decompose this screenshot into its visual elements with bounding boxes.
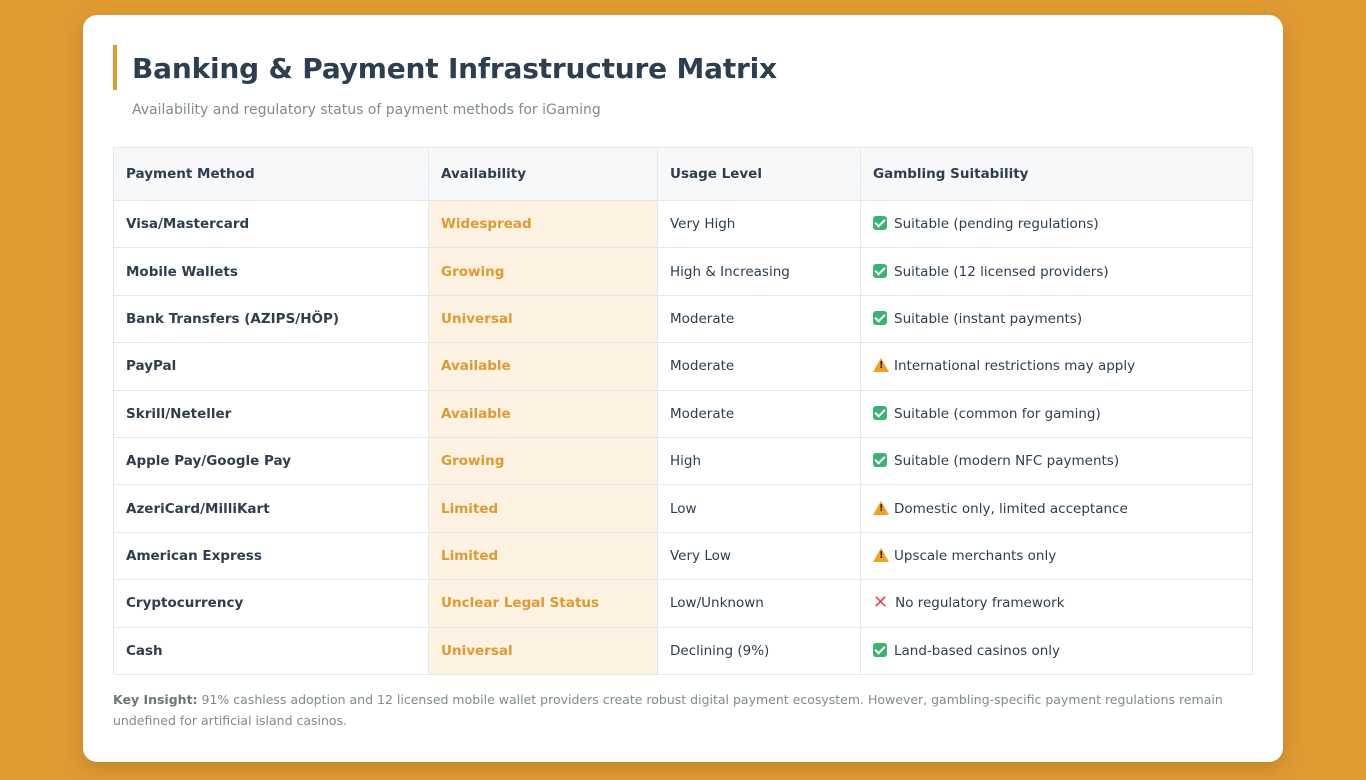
- suitability-text: Suitable (pending regulations): [894, 216, 1099, 233]
- cell-availability: Available: [428, 342, 658, 391]
- cell-availability: Growing: [428, 436, 658, 486]
- cell-payment-method: Apple Pay/Google Pay: [113, 436, 429, 486]
- cell-gambling-suitability: International restrictions may apply: [860, 342, 1253, 391]
- key-insight-text: 91% cashless adoption and 12 licensed mo…: [113, 692, 1223, 728]
- check-icon: [873, 263, 887, 278]
- cell-usage-level: Moderate: [657, 294, 861, 344]
- cell-payment-method: Cryptocurrency: [113, 579, 429, 628]
- cell-payment-method: PayPal: [113, 342, 429, 391]
- cell-availability: Growing: [428, 247, 658, 296]
- table-row: Visa/Mastercard Widespread Very High Suitab…: [113, 199, 1253, 249]
- cell-payment-method: AzeriCard/MilliKart: [113, 484, 429, 533]
- suitability-text: Suitable (instant payments): [894, 310, 1083, 327]
- suitability-text: International restrictions may apply: [894, 358, 1136, 375]
- cell-gambling-suitability: Suitable (common for gaming): [860, 389, 1253, 438]
- cross-icon: ✕: [873, 592, 889, 614]
- cell-availability: Universal: [428, 294, 658, 344]
- payment-matrix-table: Payment Method Availability Usage Level …: [113, 147, 1253, 675]
- table-body: Visa/Mastercard Widespread Very High Suitab…: [113, 199, 1253, 675]
- table-row: Apple Pay/Google Pay Growing High Suitable …: [113, 436, 1253, 486]
- suitability-text: No regulatory framework: [895, 595, 1065, 612]
- page-subtitle: Availability and regulatory status of pa…: [132, 102, 601, 118]
- cell-usage-level: Very High: [657, 199, 861, 249]
- warning-icon: [873, 500, 889, 515]
- warning-icon: [873, 358, 889, 373]
- cell-gambling-suitability: Upscale merchants only: [860, 531, 1253, 581]
- cell-availability: Widespread: [428, 199, 658, 249]
- cell-usage-level: Declining (9%): [657, 626, 861, 675]
- cell-availability: Available: [428, 389, 658, 438]
- table-row: Cryptocurrency Unclear Legal Status Low/Un…: [113, 579, 1253, 628]
- suitability-text: Domestic only, limited acceptance: [894, 500, 1128, 517]
- title-block: Banking & Payment Infrastructure Matrix: [113, 45, 777, 90]
- cell-payment-method: Bank Transfers (AZIPS/HÖP): [113, 294, 429, 344]
- cell-payment-method: Skrill/Neteller: [113, 389, 429, 438]
- suitability-text: Upscale merchants only: [894, 547, 1057, 564]
- check-icon: [873, 310, 887, 325]
- table-header-row: Payment Method Availability Usage Level …: [113, 147, 1253, 201]
- cell-usage-level: Moderate: [657, 342, 861, 391]
- header-availability: Availability: [428, 147, 658, 201]
- table-row: Bank Transfers (AZIPS/HÖP) Universal Moder…: [113, 294, 1253, 344]
- cell-usage-level: Low/Unknown: [657, 579, 861, 628]
- header-gambling-suitability: Gambling Suitability: [860, 147, 1253, 201]
- suitability-text: Suitable (common for gaming): [894, 405, 1101, 422]
- check-icon: [873, 216, 887, 231]
- cell-gambling-suitability: Land-based casinos only: [860, 626, 1253, 675]
- page-title: Banking & Payment Infrastructure Matrix: [132, 52, 777, 85]
- table-row: Skrill/Neteller Available Moderate Suitable…: [113, 389, 1253, 438]
- check-icon: [873, 453, 887, 468]
- cell-availability: Universal: [428, 626, 658, 675]
- suitability-text: Suitable (modern NFC payments): [894, 453, 1120, 470]
- cell-gambling-suitability: Suitable (pending regulations): [860, 199, 1253, 249]
- cell-usage-level: Moderate: [657, 389, 861, 438]
- header-payment-method: Payment Method: [113, 147, 429, 201]
- cell-gambling-suitability: Suitable (instant payments): [860, 294, 1253, 344]
- cell-availability: Limited: [428, 531, 658, 581]
- header-usage-level: Usage Level: [657, 147, 861, 201]
- matrix-card: Banking & Payment Infrastructure Matrix …: [83, 15, 1283, 762]
- suitability-text: Suitable (12 licensed providers): [894, 263, 1109, 280]
- cell-availability: Unclear Legal Status: [428, 579, 658, 628]
- cell-gambling-suitability: Suitable (modern NFC payments): [860, 436, 1253, 486]
- check-icon: [873, 405, 887, 420]
- table-row: Mobile Wallets Growing High & Increasing Su…: [113, 247, 1253, 296]
- check-icon: [873, 642, 887, 657]
- warning-icon: [873, 547, 889, 562]
- cell-payment-method: Cash: [113, 626, 429, 675]
- cell-gambling-suitability: Domestic only, limited acceptance: [860, 484, 1253, 533]
- cell-usage-level: High & Increasing: [657, 247, 861, 296]
- cell-gambling-suitability: ✕ No regulatory framework: [860, 579, 1253, 628]
- cell-usage-level: Very Low: [657, 531, 861, 581]
- key-insight-label: Key Insight:: [113, 692, 198, 707]
- cell-gambling-suitability: Suitable (12 licensed providers): [860, 247, 1253, 296]
- cell-availability: Limited: [428, 484, 658, 533]
- cell-usage-level: Low: [657, 484, 861, 533]
- cell-payment-method: Mobile Wallets: [113, 247, 429, 296]
- cell-payment-method: American Express: [113, 531, 429, 581]
- cell-payment-method: Visa/Mastercard: [113, 199, 429, 249]
- cell-usage-level: High: [657, 436, 861, 486]
- suitability-text: Land-based casinos only: [894, 642, 1061, 659]
- key-insight: Key Insight: 91% cashless adoption and 1…: [113, 689, 1253, 731]
- table-row: Cash Universal Declining (9%) Land-based ca…: [113, 626, 1253, 675]
